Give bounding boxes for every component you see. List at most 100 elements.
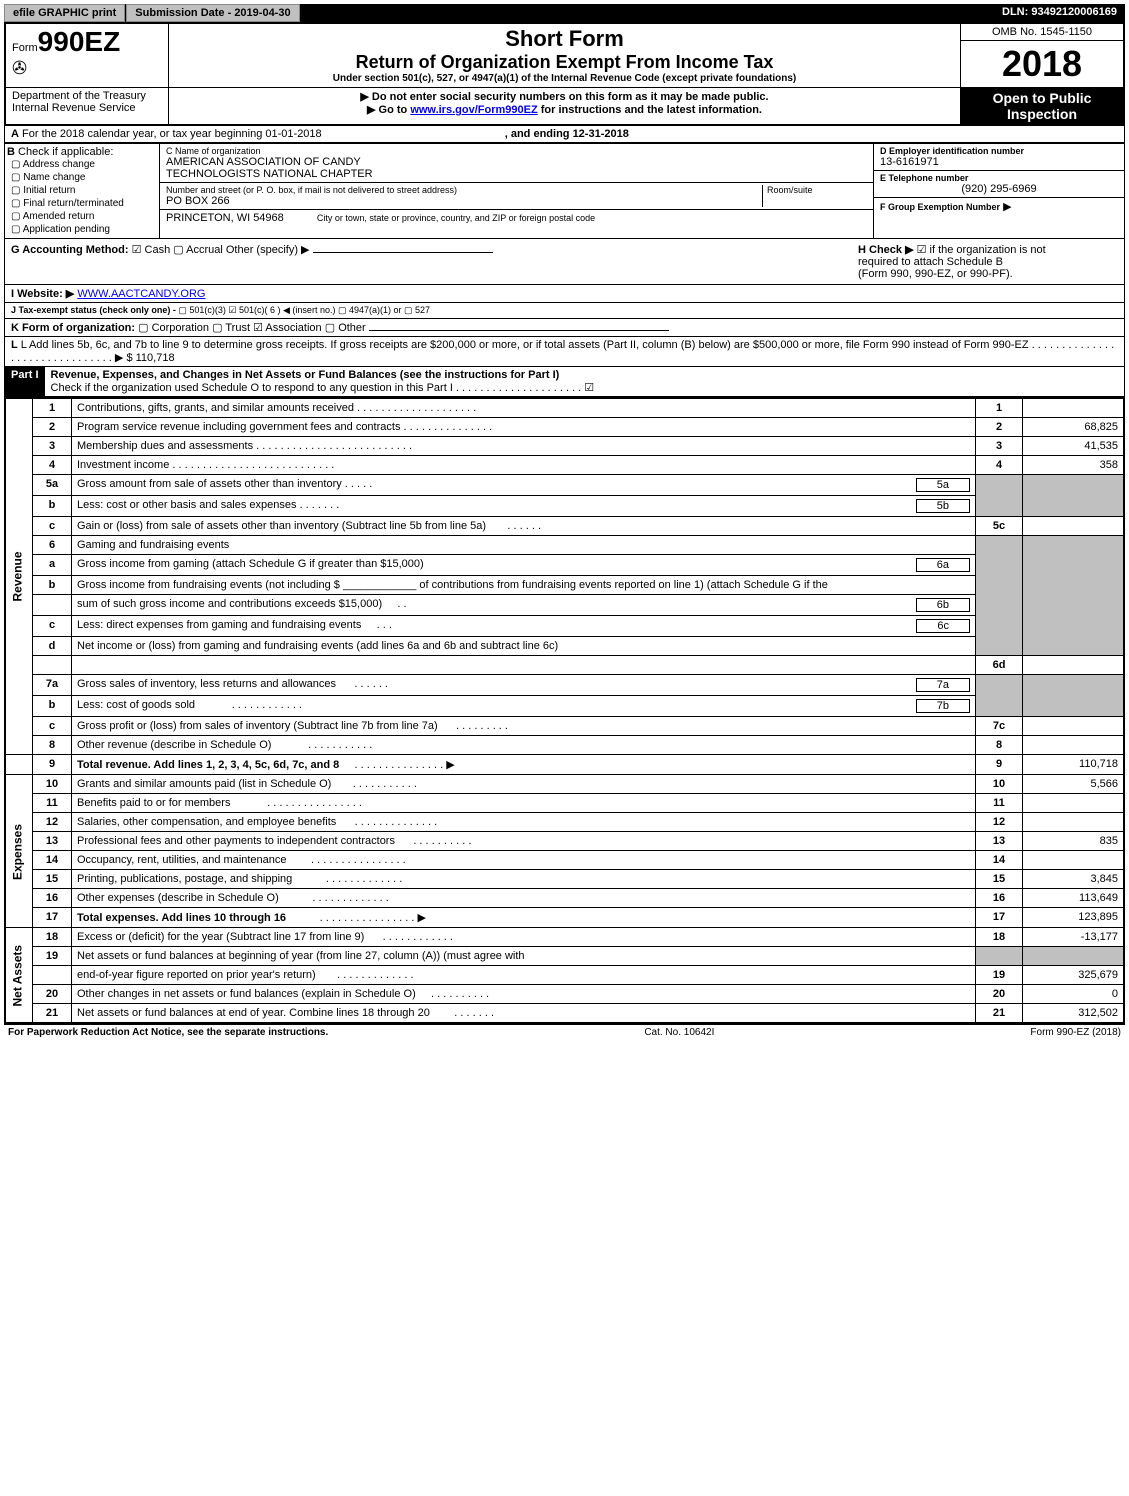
line-10-desc: Grants and similar amounts paid (list in… — [72, 775, 976, 794]
revenue-side-label: Revenue — [5, 398, 33, 755]
org-name-1: AMERICAN ASSOCIATION OF CANDY — [166, 156, 867, 168]
line-4-amount: 358 — [1023, 456, 1125, 475]
check-corp[interactable]: ▢ Corporation — [138, 322, 209, 334]
goto-instructions: ▶ Go to www.irs.gov/Form990EZ for instru… — [175, 103, 954, 116]
line-18-desc: Excess or (deficit) for the year (Subtra… — [72, 928, 976, 947]
line-20-amount: 0 — [1023, 985, 1125, 1004]
line-l: L L Add lines 5b, 6c, and 7b to line 9 t… — [4, 337, 1125, 367]
ein-value: 13-6161971 — [880, 156, 1118, 168]
submission-date-button[interactable]: Submission Date - 2019-04-30 — [126, 4, 299, 22]
short-form-title: Short Form — [175, 26, 954, 52]
line-19-amount: 325,679 — [1023, 966, 1125, 985]
line-20-desc: Other changes in net assets or fund bala… — [72, 985, 976, 1004]
phone-label: E Telephone number — [880, 173, 1118, 183]
line-12-desc: Salaries, other compensation, and employ… — [72, 813, 976, 832]
dept-of-treasury: Department of the Treasury — [12, 90, 162, 102]
efile-print-button[interactable]: efile GRAPHIC print — [4, 4, 125, 22]
line-19-desc: Net assets or fund balances at beginning… — [72, 947, 976, 966]
tax-exempt-status: J Tax-exempt status (check only one) - ▢… — [4, 303, 1125, 319]
line-17-desc: Total expenses. Add lines 10 through 16 … — [72, 908, 976, 928]
line-18-amount: -13,177 — [1023, 928, 1125, 947]
street-value: PO BOX 266 — [166, 195, 762, 207]
ssn-warning: Do not enter social security numbers on … — [175, 90, 954, 103]
dln-label: DLN: 93492120006169 — [994, 4, 1125, 22]
schedule-b-check: H Check ▶ ☑ if the organization is not r… — [858, 243, 1118, 280]
line-21-desc: Net assets or fund balances at end of ye… — [72, 1004, 976, 1024]
line-16-desc: Other expenses (describe in Schedule O) … — [72, 889, 976, 908]
room-label: Room/suite — [767, 185, 867, 195]
group-arrow: ▶ — [1003, 201, 1011, 213]
check-application-pending[interactable]: ▢ Application pending — [7, 223, 157, 236]
line-15-desc: Printing, publications, postage, and shi… — [72, 870, 976, 889]
line-3-amount: 41,535 — [1023, 437, 1125, 456]
check-final-return[interactable]: ▢ Final return/terminated — [7, 197, 157, 210]
city-value: PRINCETON, WI 54968 — [166, 212, 284, 224]
check-name-change[interactable]: ▢ Name change — [7, 171, 157, 184]
part-1-check: Check if the organization used Schedule … — [51, 382, 453, 394]
line-14-desc: Occupancy, rent, utilities, and maintena… — [72, 851, 976, 870]
org-name-2: TECHNOLOGISTS NATIONAL CHAPTER — [166, 168, 867, 180]
check-accrual[interactable]: ▢ Accrual — [173, 244, 223, 256]
line-13-amount: 835 — [1023, 832, 1125, 851]
form-prefix: Form — [12, 42, 38, 54]
org-name-label: C Name of organization — [166, 146, 867, 156]
return-title: Return of Organization Exempt From Incom… — [175, 52, 954, 73]
netassets-side-label: Net Assets — [5, 928, 33, 1024]
line-2-desc: Program service revenue including govern… — [72, 418, 976, 437]
footer-form: Form 990-EZ (2018) — [1030, 1027, 1121, 1038]
line-19b-desc: end-of-year figure reported on prior yea… — [72, 966, 976, 985]
line-6b2-desc: sum of such gross income and contributio… — [72, 595, 976, 616]
line-6d-desc: Net income or (loss) from gaming and fun… — [72, 637, 976, 656]
website-row: I Website: ▶ WWW.AACTCANDY.ORG — [4, 285, 1125, 303]
part-1-label: Part I — [5, 367, 45, 396]
check-assoc[interactable]: ☑ Association — [253, 322, 322, 334]
expenses-side-label: Expenses — [5, 775, 33, 928]
line-7b-desc: Less: cost of goods sold . . . . . . . .… — [72, 696, 976, 717]
open-to-public: Open to Public Inspection — [961, 88, 1125, 126]
city-label: City or town, state or province, country… — [317, 213, 595, 223]
line-5a-desc: Gross amount from sale of assets other t… — [72, 475, 976, 496]
accounting-method: G Accounting Method: ☑ Cash ▢ Accrual Ot… — [11, 243, 493, 280]
ein-label: D Employer identification number — [880, 146, 1118, 156]
line-5c-desc: Gain or (loss) from sale of assets other… — [72, 517, 976, 536]
line-7c-desc: Gross profit or (loss) from sales of inv… — [72, 717, 976, 736]
under-section: Under section 501(c), 527, or 4947(a)(1)… — [175, 73, 954, 84]
line-10-amount: 5,566 — [1023, 775, 1125, 794]
check-cash[interactable]: ☑ Cash — [132, 244, 171, 256]
line-6a-desc: Gross income from gaming (attach Schedul… — [72, 555, 976, 576]
line-1-desc: Contributions, gifts, grants, and simila… — [72, 398, 976, 418]
line-6c-desc: Less: direct expenses from gaming and fu… — [72, 616, 976, 637]
phone-value: (920) 295-6969 — [880, 183, 1118, 195]
omb-number: OMB No. 1545-1150 — [961, 23, 1125, 41]
line-6b-desc: Gross income from fundraising events (no… — [72, 576, 976, 595]
group-exemption-label: F Group Exemption Number — [880, 202, 1000, 212]
check-amended-return[interactable]: ▢ Amended return — [7, 210, 157, 223]
line-2-amount: 68,825 — [1023, 418, 1125, 437]
part-1-title: Revenue, Expenses, and Changes in Net As… — [51, 369, 560, 381]
website-link[interactable]: WWW.AACTCANDY.ORG — [77, 288, 205, 300]
line-6-desc: Gaming and fundraising events — [72, 536, 976, 555]
line-16-amount: 113,649 — [1023, 889, 1125, 908]
check-address-change[interactable]: ▢ Address change — [7, 158, 157, 171]
form990ez-link[interactable]: www.irs.gov/Form990EZ — [410, 104, 537, 116]
line-17-amount: 123,895 — [1023, 908, 1125, 928]
line-9-amount: 110,718 — [1023, 755, 1125, 775]
part-1-table: Revenue 1Contributions, gifts, grants, a… — [4, 397, 1125, 1024]
form-header: Form990EZ ✇ Short Form Return of Organiz… — [4, 22, 1125, 126]
line-9-desc: Total revenue. Add lines 1, 2, 3, 4, 5c,… — [72, 755, 976, 775]
top-bar: efile GRAPHIC print Submission Date - 20… — [4, 4, 1125, 22]
line-15-amount: 3,845 — [1023, 870, 1125, 889]
check-other-org[interactable]: ▢ Other — [325, 322, 366, 334]
irs-label: Internal Revenue Service — [12, 102, 162, 114]
line-8-desc: Other revenue (describe in Schedule O) .… — [72, 736, 976, 755]
line-4-desc: Investment income . . . . . . . . . . . … — [72, 456, 976, 475]
check-initial-return[interactable]: ▢ Initial return — [7, 184, 157, 197]
page-footer: For Paperwork Reduction Act Notice, see … — [4, 1024, 1125, 1040]
line-1-amount — [1023, 398, 1125, 418]
line-11-desc: Benefits paid to or for members . . . . … — [72, 794, 976, 813]
check-trust[interactable]: ▢ Trust — [212, 322, 250, 334]
form-of-organization: K Form of organization: ▢ Corporation ▢ … — [4, 319, 1125, 337]
check-other[interactable]: Other (specify) ▶ — [226, 244, 310, 256]
line-5b-desc: Less: cost or other basis and sales expe… — [72, 496, 976, 517]
footer-left: For Paperwork Reduction Act Notice, see … — [8, 1027, 328, 1038]
